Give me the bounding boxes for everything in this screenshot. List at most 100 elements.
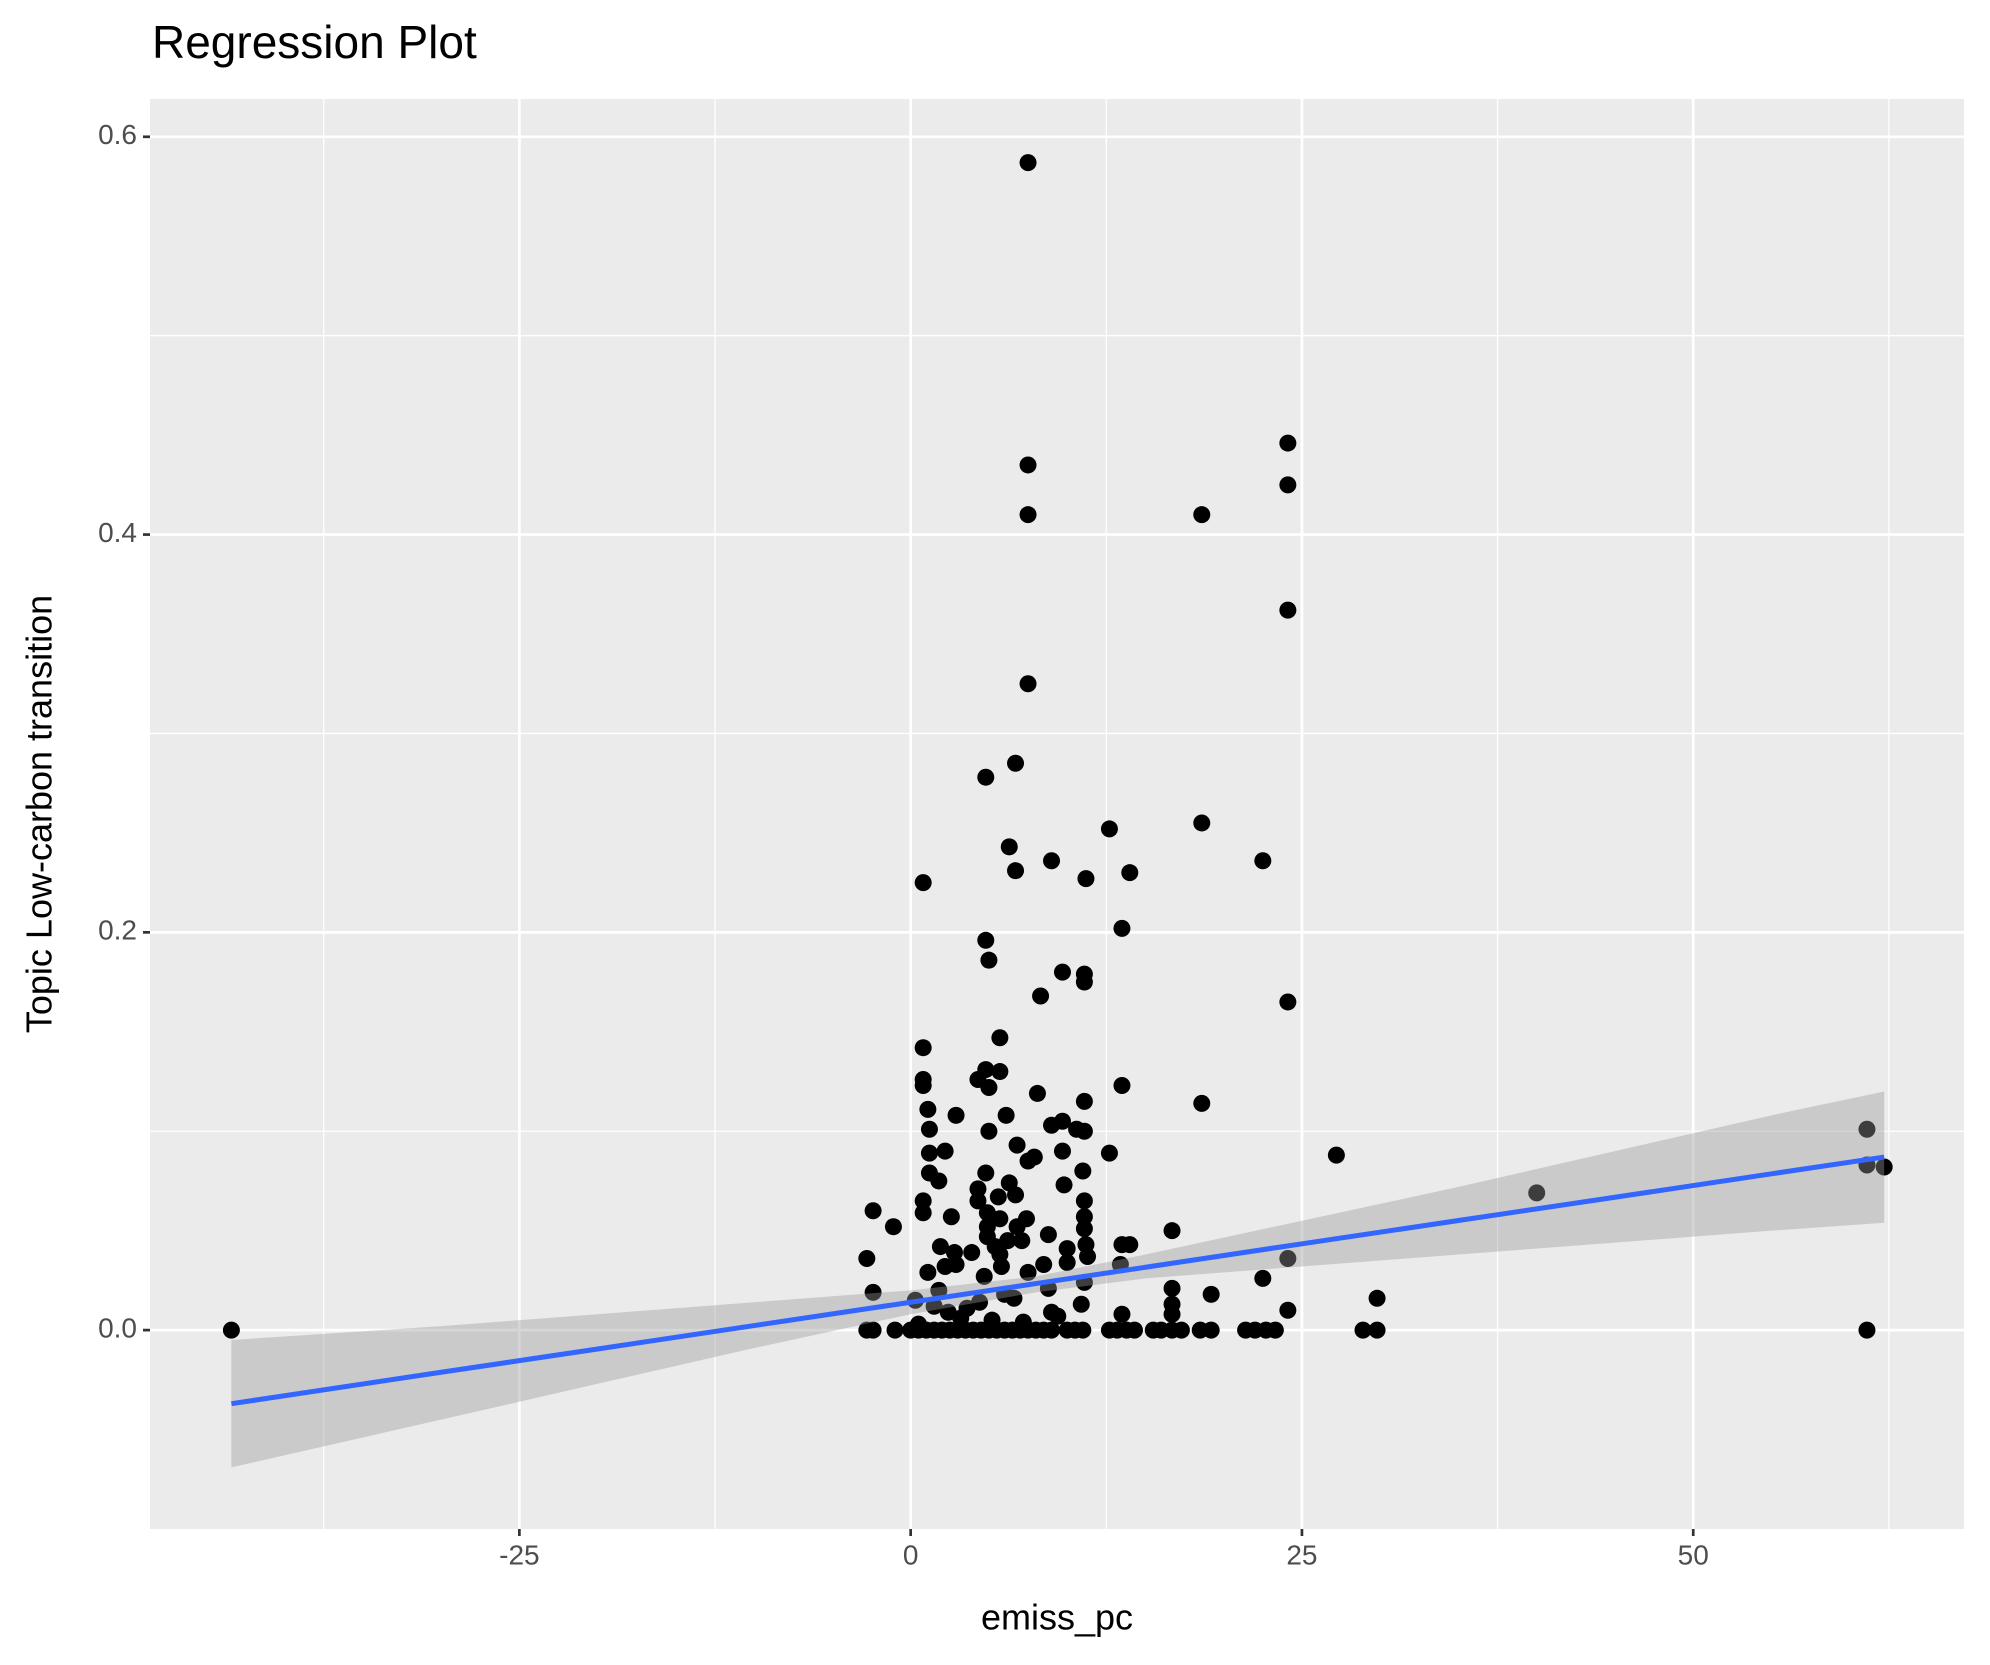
data-point [991, 1029, 1009, 1047]
data-point [858, 1250, 876, 1268]
data-point [1053, 1142, 1071, 1160]
data-point [947, 1255, 965, 1273]
data-point [1075, 1220, 1093, 1238]
y-tick-label: 0.6 [98, 119, 137, 150]
data-point [958, 1299, 976, 1317]
x-tick-label: 50 [1678, 1539, 1709, 1570]
data-point [942, 1208, 960, 1226]
data-point [936, 1142, 954, 1160]
chart-title: Regression Plot [152, 16, 477, 68]
data-point [1100, 1144, 1118, 1162]
x-tick-label: -25 [499, 1539, 539, 1570]
x-tick-label: 0 [903, 1539, 919, 1570]
data-point [1163, 1222, 1181, 1240]
data-point [930, 1172, 948, 1190]
data-point [920, 1120, 938, 1138]
data-point [1528, 1184, 1546, 1202]
data-point [925, 1297, 943, 1315]
data-point [1368, 1289, 1386, 1307]
data-point [1202, 1285, 1220, 1303]
data-point [1043, 1116, 1061, 1134]
data-point [992, 1257, 1010, 1275]
data-point [1858, 1120, 1876, 1138]
data-point [931, 1238, 949, 1256]
data-point [1058, 1253, 1076, 1271]
data-point [1193, 506, 1211, 524]
data-point [1121, 864, 1139, 882]
data-point [1058, 1240, 1076, 1258]
data-point [1075, 1208, 1093, 1226]
data-point [947, 1106, 965, 1124]
data-point [1266, 1321, 1284, 1339]
data-point [939, 1303, 957, 1321]
data-point [991, 1210, 1009, 1228]
data-point [930, 1281, 948, 1299]
data-point [1043, 852, 1061, 870]
data-point [969, 1192, 987, 1210]
data-point [1072, 1295, 1090, 1313]
data-point [1075, 1092, 1093, 1110]
data-point [1075, 1122, 1093, 1140]
data-point [1019, 506, 1037, 524]
data-point [977, 931, 995, 949]
data-point [1007, 862, 1025, 880]
data-point [980, 1122, 998, 1140]
data-point [1019, 675, 1037, 693]
data-point [1013, 1232, 1031, 1250]
data-point [1279, 993, 1297, 1011]
data-point [914, 1204, 932, 1222]
data-point [864, 1202, 882, 1220]
data-point [1000, 838, 1018, 856]
data-point [1074, 1162, 1092, 1180]
data-point [1163, 1305, 1181, 1323]
data-point [864, 1283, 882, 1301]
data-point [920, 1144, 938, 1162]
data-point [1875, 1158, 1893, 1176]
data-point [1028, 1084, 1046, 1102]
data-point [864, 1321, 882, 1339]
data-point [1077, 870, 1095, 888]
data-point [997, 1106, 1015, 1124]
data-point [884, 1218, 902, 1236]
data-point [1113, 1076, 1131, 1094]
data-point [989, 1188, 1007, 1206]
data-point [991, 1063, 1009, 1081]
data-point [1113, 1305, 1131, 1323]
data-point [914, 874, 932, 892]
data-point [1327, 1146, 1345, 1164]
data-point [919, 1100, 937, 1118]
data-point [980, 1078, 998, 1096]
data-point [1005, 1289, 1023, 1307]
data-point [1121, 1236, 1139, 1254]
data-point [1079, 1248, 1097, 1266]
data-point [1279, 476, 1297, 494]
data-point [969, 1180, 987, 1198]
data-point [222, 1321, 240, 1339]
data-point [1032, 987, 1050, 1005]
y-axis-title: Topic Low-carbon transition [19, 595, 60, 1033]
data-point [1049, 1307, 1067, 1325]
data-point [1008, 1136, 1026, 1154]
data-point [1279, 601, 1297, 619]
data-point [963, 1244, 981, 1262]
data-point [886, 1321, 904, 1339]
data-point [1254, 852, 1272, 870]
data-point [1193, 1094, 1211, 1112]
data-point [1019, 1152, 1037, 1170]
data-point [1008, 1218, 1026, 1236]
data-point [1858, 1321, 1876, 1339]
data-point [1019, 1263, 1037, 1281]
data-point [1055, 1176, 1073, 1194]
data-point [1043, 1321, 1061, 1339]
data-point [914, 1076, 932, 1094]
data-point [1007, 754, 1025, 772]
data-point [1202, 1321, 1220, 1339]
data-point [1039, 1226, 1057, 1244]
data-point [1035, 1255, 1053, 1273]
data-point [1193, 814, 1211, 832]
y-tick-label: 0.0 [98, 1313, 137, 1344]
data-point [1354, 1321, 1372, 1339]
data-point [1075, 973, 1093, 991]
data-point [980, 951, 998, 969]
